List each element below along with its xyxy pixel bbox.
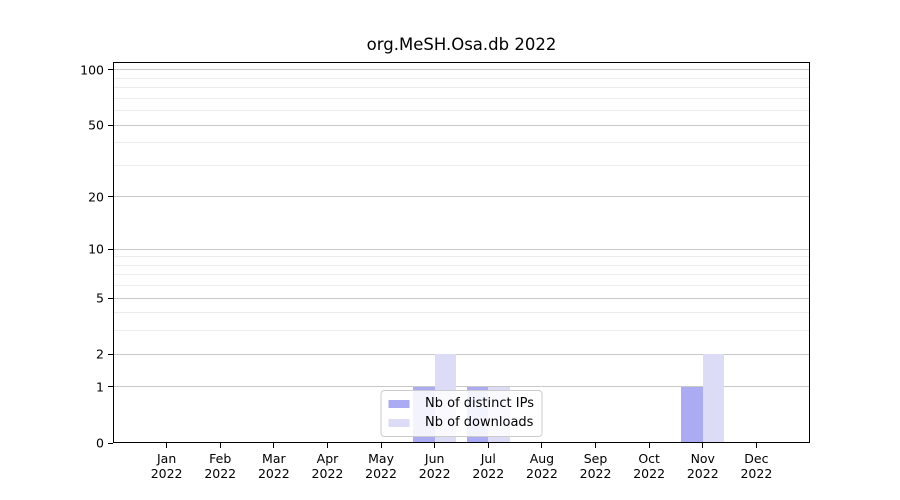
x-tick-label: Feb 2022: [204, 451, 236, 481]
y-tick-mark: [108, 297, 113, 299]
y-tick-label: 20: [88, 189, 104, 205]
x-tick-mark: [648, 443, 650, 448]
chart-title: org.MeSH.Osa.db 2022: [366, 35, 557, 54]
x-tick-month: Jan: [156, 451, 177, 466]
x-tick-year: 2022: [686, 466, 719, 481]
x-tick-month: Dec: [744, 451, 769, 466]
x-tick-mark: [487, 443, 489, 448]
x-tick-mark: [326, 443, 328, 448]
minor-gridline: [113, 77, 810, 79]
y-tick-mark: [108, 124, 113, 126]
x-tick-month: May: [368, 451, 394, 466]
x-tick-year: 2022: [257, 466, 290, 481]
x-tick-year: 2022: [740, 466, 773, 481]
x-tick-month: Feb: [209, 451, 232, 466]
y-tick-mark: [108, 69, 113, 71]
legend: Nb of distinct IPs Nb of downloads: [380, 390, 543, 437]
legend-swatch-downloads: [388, 419, 410, 427]
x-tick-year: 2022: [526, 466, 558, 481]
bar-downloads: [702, 354, 725, 443]
major-gridline: [113, 196, 810, 198]
x-tick-month: Jul: [480, 451, 496, 466]
minor-gridline: [113, 312, 810, 314]
x-tick-label: Jun 2022: [419, 451, 451, 481]
x-tick-mark: [219, 443, 221, 448]
major-gridline: [113, 353, 810, 355]
major-gridline: [113, 69, 810, 71]
x-tick-year: 2022: [365, 466, 397, 481]
legend-label: Nb of downloads: [425, 415, 534, 430]
x-tick-month: Mar: [262, 451, 286, 466]
minor-gridline: [113, 264, 810, 266]
minor-gridline: [113, 164, 810, 166]
legend-swatch-distinct-ips: [388, 400, 410, 408]
x-tick-label: Jan 2022: [151, 451, 183, 481]
x-tick-month: Oct: [638, 451, 660, 466]
x-tick-month: Aug: [529, 451, 555, 466]
minor-gridline: [113, 110, 810, 112]
x-tick-year: 2022: [311, 466, 344, 481]
y-tick-label: 10: [88, 241, 104, 257]
x-tick-label: Dec 2022: [740, 451, 772, 481]
minor-gridline: [113, 87, 810, 89]
y-tick-mark: [108, 248, 113, 250]
y-tick-label: 50: [88, 117, 104, 133]
x-tick-month: Apr: [316, 451, 339, 466]
bar-distinct-ips: [681, 386, 703, 443]
minor-gridline: [113, 330, 810, 332]
x-tick-mark: [166, 443, 168, 448]
x-tick-month: Jun: [424, 451, 445, 466]
x-tick-year: 2022: [418, 466, 451, 481]
minor-gridline: [113, 285, 810, 287]
legend-label: Nb of distinct IPs: [425, 396, 534, 411]
x-tick-month: Nov: [690, 451, 715, 466]
x-tick-year: 2022: [150, 466, 183, 481]
legend-item: Nb of distinct IPs: [388, 396, 534, 412]
y-tick-label: 0: [96, 435, 104, 451]
y-tick-mark: [108, 442, 113, 444]
x-tick-mark: [380, 443, 382, 448]
minor-gridline: [113, 142, 810, 144]
y-tick-label: 100: [80, 62, 104, 78]
x-tick-year: 2022: [579, 466, 612, 481]
minor-gridline: [113, 256, 810, 258]
x-tick-mark: [595, 443, 597, 448]
major-gridline: [113, 248, 810, 250]
x-tick-label: Aug 2022: [526, 451, 558, 481]
x-tick-mark: [702, 443, 704, 448]
y-tick-label: 2: [96, 346, 104, 362]
y-tick-mark: [108, 386, 113, 388]
major-gridline: [113, 124, 810, 126]
y-tick-mark: [108, 353, 113, 355]
x-tick-label: Apr 2022: [312, 451, 344, 481]
legend-item: Nb of downloads: [388, 415, 534, 431]
x-tick-mark: [434, 443, 436, 448]
x-tick-year: 2022: [633, 466, 666, 481]
x-tick-mark: [273, 443, 275, 448]
x-tick-year: 2022: [472, 466, 505, 481]
x-tick-year: 2022: [204, 466, 237, 481]
x-tick-month: Sep: [583, 451, 608, 466]
major-gridline: [113, 297, 810, 299]
x-tick-label: Mar 2022: [258, 451, 290, 481]
y-tick-label: 5: [96, 290, 104, 306]
x-tick-mark: [755, 443, 757, 448]
minor-gridline: [113, 97, 810, 99]
x-tick-label: Jul 2022: [472, 451, 504, 481]
x-tick-label: Oct 2022: [633, 451, 665, 481]
major-gridline: [113, 386, 810, 388]
y-tick-label: 1: [96, 379, 104, 395]
x-tick-mark: [541, 443, 543, 448]
x-tick-label: Nov 2022: [687, 451, 719, 481]
plot-area: 0 1 2 5 10 20 50 100 Jan 2022 Feb 2022 Mar 2022 Apr 202…: [80, 62, 810, 481]
x-tick-label: May 2022: [365, 451, 397, 481]
y-tick-mark: [108, 196, 113, 198]
x-tick-label: Sep 2022: [580, 451, 612, 481]
minor-gridline: [113, 274, 810, 276]
